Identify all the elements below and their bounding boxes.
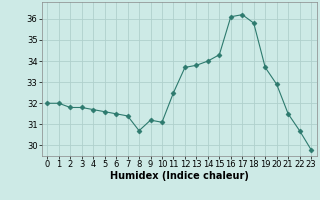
- X-axis label: Humidex (Indice chaleur): Humidex (Indice chaleur): [110, 171, 249, 181]
